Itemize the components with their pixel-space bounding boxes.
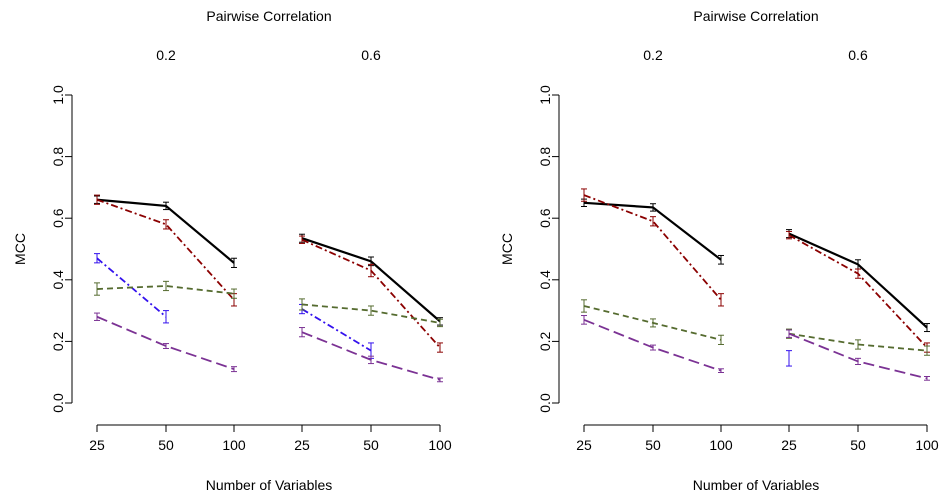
- group-label-0: 0.2: [643, 47, 663, 63]
- series-line: [301, 238, 441, 349]
- y-tick-label: 1.0: [50, 85, 66, 105]
- x-tick-label: 50: [363, 437, 379, 453]
- y-tick-label: 0.2: [537, 331, 553, 351]
- x-tick-label: 50: [850, 437, 866, 453]
- series-0: [581, 198, 930, 333]
- series-4: [94, 312, 443, 383]
- x-tick-label: 25: [89, 437, 105, 453]
- panel-title: Pairwise Correlation: [693, 8, 818, 24]
- series-line: [788, 332, 928, 352]
- y-tick-label: 0.4: [50, 270, 66, 290]
- y-tick-label: 1.0: [537, 85, 553, 105]
- x-tick-label: 50: [645, 437, 661, 453]
- series-0: [94, 195, 443, 326]
- group-label-1: 0.6: [361, 47, 381, 63]
- series-line: [301, 303, 441, 324]
- group-label-0: 0.2: [156, 47, 176, 63]
- y-axis-label: MCC: [12, 233, 28, 265]
- x-tick-label: 100: [915, 437, 939, 453]
- x-tick-label: 25: [781, 437, 797, 453]
- chart-panel-left: Pairwise Correlation 0.2 0.6 0.0 0.2 0.4 0.6 0.…: [12, 8, 452, 493]
- y-tick-label: 0.0: [50, 393, 66, 413]
- x-axis-label: Number of Variables: [693, 477, 820, 493]
- series-1: [94, 194, 443, 353]
- x-tick-label: 100: [709, 437, 733, 453]
- x-tick-label: 50: [158, 437, 174, 453]
- series-line: [96, 198, 235, 301]
- y-axis-label: MCC: [499, 233, 515, 265]
- series-3: [94, 280, 443, 328]
- x-tick-label: 100: [222, 437, 246, 453]
- series-2: [786, 350, 792, 367]
- y-tick-label: 0.0: [537, 393, 553, 413]
- series-4: [581, 315, 930, 381]
- y-tick-label: 0.8: [50, 147, 66, 167]
- x-axis-label: Number of Variables: [206, 477, 333, 493]
- series-line: [301, 308, 372, 352]
- chart-panel-right: Pairwise Correlation 0.2 0.6 0.0 0.2 0.4 0.6 0.…: [499, 8, 939, 493]
- y-tick-label: 0.8: [537, 147, 553, 167]
- series-line: [788, 232, 928, 329]
- x-tick-label: 25: [294, 437, 310, 453]
- panel-title: Pairwise Correlation: [206, 8, 331, 24]
- y-tick-label: 0.6: [537, 208, 553, 228]
- series-3: [581, 299, 930, 356]
- series-line: [96, 285, 235, 295]
- series-line: [96, 315, 235, 370]
- y-tick-label: 0.2: [50, 331, 66, 351]
- x-tick-label: 25: [576, 437, 592, 453]
- series-1: [581, 188, 930, 353]
- y-tick-label: 0.4: [537, 270, 553, 290]
- series-line: [788, 234, 928, 349]
- group-label-1: 0.6: [848, 47, 868, 63]
- x-tick-label: 100: [428, 437, 452, 453]
- y-tick-label: 0.6: [50, 208, 66, 228]
